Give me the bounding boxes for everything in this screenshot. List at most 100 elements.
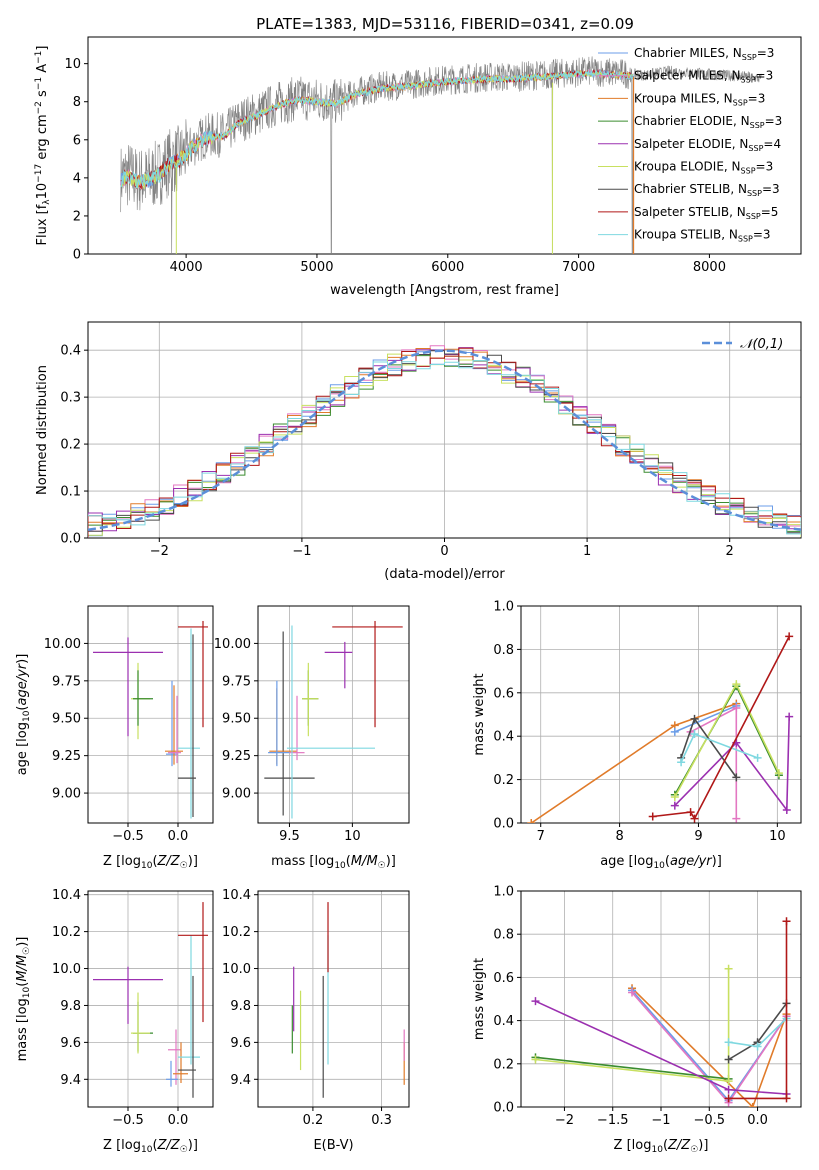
x-tick-label: 0.0 — [747, 1113, 768, 1128]
y-tick-label: 4 — [73, 171, 81, 186]
x-tick-label: −1 — [651, 1113, 670, 1128]
y-tick-label: 9.50 — [222, 712, 251, 727]
x-tick-label: 6000 — [431, 260, 464, 275]
y-tick-label: 8 — [73, 95, 81, 110]
histogram-series — [88, 360, 801, 535]
legend-label: Chabrier ELODIE, NSSP=3 — [634, 114, 782, 130]
weight-point — [527, 819, 536, 823]
x-tick-label: 0.0 — [168, 829, 189, 844]
x-tick-label: 7 — [537, 829, 545, 844]
y-tick-label: 1.0 — [493, 885, 514, 900]
weight-point — [732, 814, 741, 823]
axes-frame — [257, 605, 410, 824]
axes-frame — [520, 890, 802, 1108]
y-tick-label: 10 — [64, 57, 81, 72]
axes-frame — [87, 890, 214, 1108]
weight-point — [732, 703, 741, 712]
weight-point — [785, 632, 794, 641]
y-tick-label: 9.8 — [230, 999, 251, 1014]
y-tick-label: 9.25 — [222, 749, 251, 764]
y-axis-label: mass [log10(M/M☉)] — [15, 937, 32, 1062]
axes-mass-vs-EBV: 0.2 0.3 9.4 9.6 9.8 10.0 10.2 10.4 — [222, 888, 410, 1128]
x-tick-label: 9.5 — [279, 829, 300, 844]
x-tick-label: −2 — [555, 1113, 574, 1128]
histogram-plot — [88, 345, 801, 538]
legend-label: Kroupa ELODIE, NSSP=3 — [634, 160, 773, 176]
y-tick-label: 10.00 — [214, 637, 251, 652]
y-tick-label: 9.75 — [52, 674, 81, 689]
weight-point — [724, 1085, 733, 1094]
legend-label: Salpeter ELODIE, NSSP=4 — [634, 137, 781, 153]
y-tick-label: 0.0 — [493, 1101, 514, 1116]
x-tick-label: −1.5 — [597, 1113, 629, 1128]
x-tick-label: 1 — [583, 544, 591, 559]
y-tick-label: 0.8 — [493, 643, 514, 658]
figure-title: PLATE=1383, MJD=53116, FIBERID=0341, z=0… — [256, 15, 634, 33]
y-tick-label: 1.0 — [493, 600, 514, 615]
x-tick-label: 5000 — [300, 260, 333, 275]
y-tick-label: 10.0 — [222, 962, 251, 977]
weight-series-line — [674, 705, 737, 733]
y-tick-label: 0.6 — [493, 686, 514, 701]
axes-frame — [520, 605, 802, 824]
y-axis-label: mass weight — [472, 673, 487, 755]
y-tick-label: 9.00 — [222, 787, 251, 802]
y-tick-label: 9.00 — [52, 787, 81, 802]
y-tick-label: 0.4 — [493, 1014, 514, 1029]
weight-point — [670, 792, 679, 801]
errorbar-plot — [93, 620, 208, 819]
axes-frame — [87, 36, 802, 255]
y-axis-label: age [log10(age/yr)] — [15, 654, 32, 776]
y-tick-label: 0.0 — [493, 817, 514, 832]
y-tick-label: 0.6 — [493, 971, 514, 986]
weight-point — [677, 758, 686, 767]
x-axis-label: E(B-V) — [313, 1138, 353, 1153]
legend-label: Chabrier MILES, NSSP=3 — [634, 46, 774, 62]
y-tick-label: 0.2 — [493, 773, 514, 788]
x-tick-label: 0 — [440, 544, 448, 559]
y-tick-label: 9.75 — [222, 674, 251, 689]
weight-point — [774, 769, 783, 778]
y-tick-label: 9.6 — [230, 1036, 251, 1051]
y-tick-label: 9.6 — [60, 1036, 81, 1051]
weight-series-line — [530, 702, 737, 823]
weight-series-line — [631, 987, 788, 1107]
x-tick-label: −1 — [292, 544, 311, 559]
weight-plot — [531, 917, 791, 1107]
y-axis-label: Normed distribution — [35, 365, 50, 495]
y-tick-label: 9.50 — [52, 712, 81, 727]
y-tick-label: 9.25 — [52, 749, 81, 764]
x-axis-label: Z [log10(Z/Z☉)] — [103, 1138, 198, 1155]
x-axis-label: (data-model)/error — [384, 567, 505, 582]
y-tick-label: 0.2 — [493, 1057, 514, 1072]
weight-point — [753, 753, 762, 762]
weight-point — [724, 1094, 733, 1103]
y-tick-label: 2 — [73, 209, 81, 224]
errorbar-plot — [93, 902, 208, 1098]
y-tick-label: 0.8 — [493, 928, 514, 943]
axes-frame — [257, 890, 410, 1108]
weight-point — [670, 801, 679, 810]
x-axis-label: wavelength [Angstrom, rest frame] — [330, 283, 559, 298]
spectrum-model-line — [120, 69, 634, 189]
legend-label: Chabrier STELIB, NSSP=3 — [634, 182, 780, 198]
weight-point — [782, 805, 791, 814]
x-tick-label: −0.5 — [693, 1113, 725, 1128]
x-tick-label: 9 — [694, 829, 702, 844]
weight-point — [628, 988, 637, 997]
y-tick-label: 10.4 — [222, 888, 251, 903]
y-axis-label: Flux [fλ10−17 erg cm−2 s−1 A−1] — [34, 46, 52, 246]
y-tick-label: 10.00 — [44, 637, 81, 652]
normal-curve — [88, 349, 801, 532]
spectrum-data-line — [120, 56, 762, 254]
weight-point — [748, 1103, 757, 1107]
legend-label: Kroupa STELIB, NSSP=3 — [634, 228, 771, 244]
weight-plot — [527, 632, 794, 823]
y-tick-label: 9.4 — [230, 1073, 251, 1088]
axes-age-vs-Z: −0.5 0.0 9.00 9.25 9.50 9.75 10.00 — [44, 605, 214, 844]
weight-point — [690, 714, 699, 723]
x-tick-label: 8 — [615, 829, 623, 844]
legend-label: Kroupa MILES, NSSP=3 — [634, 91, 765, 107]
x-tick-label: 0.3 — [371, 1113, 392, 1128]
